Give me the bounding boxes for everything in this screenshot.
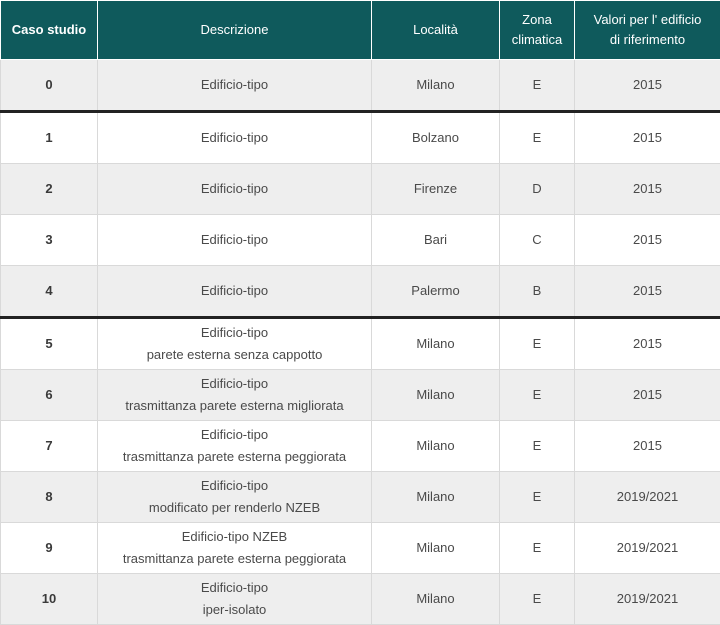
cell-localita: Milano: [372, 370, 500, 421]
cell-zona-climatica: E: [500, 112, 575, 164]
descrizione-line1: Edificio-tipo: [102, 127, 367, 149]
cell-descrizione: Edificio-tipo: [98, 164, 372, 215]
descrizione-line1: Edificio-tipo: [102, 577, 367, 599]
cell-localita: Milano: [372, 472, 500, 523]
descrizione-line2: iper-isolato: [102, 599, 367, 621]
cell-localita: Firenze: [372, 164, 500, 215]
descrizione-line2: trasmittanza parete esterna peggiorata: [102, 446, 367, 468]
cell-zona-climatica: B: [500, 266, 575, 318]
cell-localita: Bari: [372, 215, 500, 266]
cell-localita: Milano: [372, 60, 500, 112]
header-zona-line1: Zona: [504, 10, 570, 30]
cell-valori-riferimento: 2015: [575, 215, 720, 266]
descrizione-line1: Edificio-tipo: [102, 280, 367, 302]
descrizione-line2: parete esterna senza cappotto: [102, 344, 367, 366]
cell-valori-riferimento: 2015: [575, 266, 720, 318]
descrizione-line1: Edificio-tipo: [102, 424, 367, 446]
cell-descrizione: Edificio-tipo: [98, 215, 372, 266]
cell-localita: Bolzano: [372, 112, 500, 164]
cell-caso-studio: 3: [1, 215, 98, 266]
cell-caso-studio: 0: [1, 60, 98, 112]
cell-caso-studio: 4: [1, 266, 98, 318]
cell-caso-studio: 5: [1, 318, 98, 370]
cell-zona-climatica: E: [500, 421, 575, 472]
cell-localita: Palermo: [372, 266, 500, 318]
descrizione-line2: trasmittanza parete esterna peggiorata: [102, 548, 367, 570]
cell-zona-climatica: E: [500, 60, 575, 112]
cell-localita: Milano: [372, 318, 500, 370]
cell-zona-climatica: E: [500, 370, 575, 421]
cell-zona-climatica: C: [500, 215, 575, 266]
cell-zona-climatica: E: [500, 318, 575, 370]
cell-valori-riferimento: 2019/2021: [575, 574, 720, 625]
cell-zona-climatica: E: [500, 523, 575, 574]
cell-valori-riferimento: 2015: [575, 112, 720, 164]
header-zona-line2: climatica: [504, 30, 570, 50]
cell-valori-riferimento: 2015: [575, 60, 720, 112]
descrizione-line1: Edificio-tipo: [102, 475, 367, 497]
header-descrizione: Descrizione: [98, 1, 372, 60]
descrizione-line1: Edificio-tipo: [102, 373, 367, 395]
descrizione-line1: Edificio-tipo: [102, 178, 367, 200]
cell-valori-riferimento: 2019/2021: [575, 472, 720, 523]
descrizione-line2: trasmittanza parete esterna migliorata: [102, 395, 367, 417]
cell-zona-climatica: E: [500, 472, 575, 523]
cell-localita: Milano: [372, 574, 500, 625]
cell-caso-studio: 2: [1, 164, 98, 215]
header-valori-line2: di riferimento: [579, 30, 716, 50]
cell-valori-riferimento: 2015: [575, 164, 720, 215]
cell-zona-climatica: D: [500, 164, 575, 215]
cell-caso-studio: 9: [1, 523, 98, 574]
cell-caso-studio: 6: [1, 370, 98, 421]
cell-caso-studio: 7: [1, 421, 98, 472]
cell-descrizione: Edificio-tipo: [98, 112, 372, 164]
cell-valori-riferimento: 2015: [575, 370, 720, 421]
cell-localita: Milano: [372, 421, 500, 472]
cell-valori-riferimento: 2015: [575, 318, 720, 370]
cell-zona-climatica: E: [500, 574, 575, 625]
cell-caso-studio: 10: [1, 574, 98, 625]
descrizione-line1: Edificio-tipo: [102, 322, 367, 344]
cell-descrizione: Edificio-tipo: [98, 60, 372, 112]
descrizione-line1: Edificio-tipo: [102, 74, 367, 96]
table-header-row: Caso studio Descrizione Località Zona cl…: [1, 1, 720, 60]
cell-caso-studio: 8: [1, 472, 98, 523]
header-valori-line1: Valori per l' edificio: [579, 10, 716, 30]
cell-valori-riferimento: 2015: [575, 421, 720, 472]
header-caso-studio: Caso studio: [1, 1, 98, 60]
header-zona-climatica: Zona climatica: [500, 1, 575, 60]
descrizione-line1: Edificio-tipo: [102, 229, 367, 251]
cell-descrizione: Edificio-tipo: [98, 266, 372, 318]
cell-valori-riferimento: 2019/2021: [575, 523, 720, 574]
descrizione-line1: Edificio-tipo NZEB: [102, 526, 367, 548]
cell-caso-studio: 1: [1, 112, 98, 164]
descrizione-line2: modificato per renderlo NZEB: [102, 497, 367, 519]
header-localita: Località: [372, 1, 500, 60]
cell-localita: Milano: [372, 523, 500, 574]
header-valori-riferimento: Valori per l' edificio di riferimento: [575, 1, 720, 60]
